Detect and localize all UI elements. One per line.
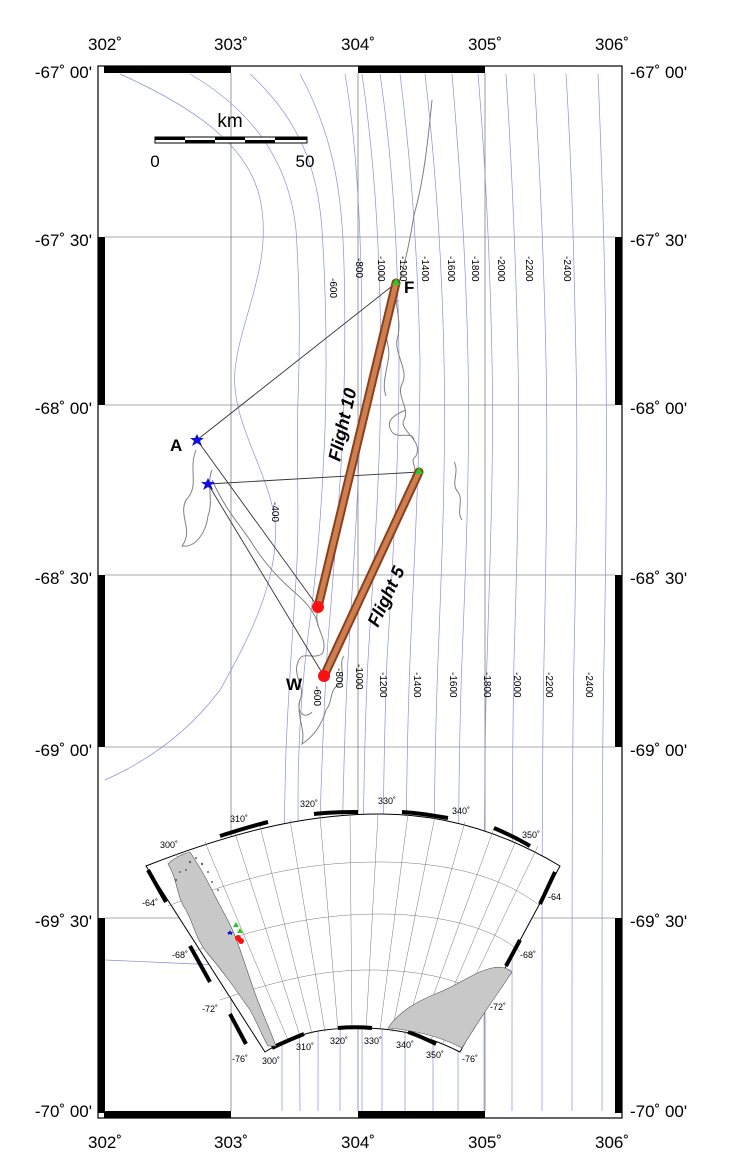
lon-label: 304˚ <box>341 1133 375 1152</box>
inset-lat-label: -72˚ <box>490 1002 506 1012</box>
lon-label: 304˚ <box>341 35 375 54</box>
contour-label: -2400 <box>561 256 572 282</box>
inset-lat-label: -76˚ <box>462 1054 478 1064</box>
scale-max: 50 <box>296 152 315 171</box>
contour-label: -2200 <box>523 256 534 282</box>
lat-label: -68˚ 00' <box>630 399 687 418</box>
contour-label: -800 <box>353 258 364 278</box>
contour-label: -1200 <box>377 672 388 698</box>
turn-marker-east <box>415 467 423 474</box>
turn-marker-f <box>392 278 400 285</box>
lon-labels-bottom: 302˚ 303˚ 304˚ 305˚ 306˚ <box>88 1133 629 1152</box>
contour-label: -600 <box>327 278 338 298</box>
point-label-w: W <box>286 675 303 694</box>
lat-label: -69˚ 00' <box>35 741 92 760</box>
inset-lat-label: -68˚ <box>520 950 536 960</box>
contour-label: -800 <box>333 668 344 688</box>
contour-label: -600 <box>311 686 322 706</box>
contour-labels-north: -600 -800 -1000 -1200 -1400 -1600 -1800 … <box>327 256 572 298</box>
point-label-a: A <box>170 436 182 455</box>
inset-lat-label: -76˚ <box>232 1054 248 1064</box>
inset-lon-label: 310˚ <box>296 1042 314 1052</box>
coastline <box>181 99 463 746</box>
inset-station-star-icon <box>227 930 233 935</box>
lat-labels-right: -67˚ 00' -67˚ 30' -68˚ 00' -68˚ 30' -69˚… <box>630 63 687 1121</box>
contour-label: -2200 <box>543 672 554 698</box>
lat-label: -67˚ 30' <box>630 231 687 250</box>
flight-tracks <box>313 278 424 681</box>
inset-lon-label: 300˚ <box>262 1056 280 1066</box>
lat-label: -67˚ 00' <box>630 63 687 82</box>
contour-label: -1600 <box>447 672 458 698</box>
flight-10-start-marker <box>312 601 324 613</box>
contour-labels-south: -600 -800 -1000 -1200 -1400 -1600 -1800 … <box>311 664 594 706</box>
contour-label: -1400 <box>419 256 430 282</box>
flight-5-start-marker <box>318 670 330 682</box>
contour-label-west: -400 <box>269 502 280 522</box>
scale-bar: km 0 50 <box>150 111 314 171</box>
lat-label: -70˚ 00' <box>35 1102 92 1121</box>
lon-label: 302˚ <box>88 35 122 54</box>
contour-label: -1800 <box>481 672 492 698</box>
inset-lat-label: -68˚ <box>172 950 188 960</box>
inset-lon-label: 350˚ <box>426 1050 444 1060</box>
station-links <box>196 282 420 677</box>
contour-label: -1000 <box>375 256 386 282</box>
lon-labels-top: 302˚ 303˚ 304˚ 305˚ 306˚ <box>88 35 629 54</box>
inset-lon-label: 320˚ <box>330 1036 348 1046</box>
inset-lon-label: 350˚ <box>522 830 540 840</box>
lon-label: 302˚ <box>88 1133 122 1152</box>
contour-label: -1000 <box>353 664 364 690</box>
frame-border-top <box>98 66 622 1118</box>
lon-label: 305˚ <box>468 35 502 54</box>
inset-map: 300˚ 310˚ 320˚ 330˚ 340˚ 350˚ 300˚ 310˚ … <box>142 796 561 1066</box>
inset-turn-marker <box>233 922 239 927</box>
lon-label: 303˚ <box>214 35 248 54</box>
contour-label: -2000 <box>511 672 522 698</box>
lon-label: 303˚ <box>214 1133 248 1152</box>
lat-labels-left: -67˚ 00' -67˚ 30' -68˚ 00' -68˚ 30' -69˚… <box>35 63 92 1121</box>
lat-label: -69˚ 30' <box>630 912 687 931</box>
inset-lat-label: -72˚ <box>202 1004 218 1014</box>
lat-label: -68˚ 30' <box>35 569 92 588</box>
contour-label: -1800 <box>469 256 480 282</box>
inset-lat-label: -64˚ <box>142 898 158 908</box>
inset-lon-label: 340˚ <box>452 806 470 816</box>
contour-label: -1600 <box>445 256 456 282</box>
lat-label: -67˚ 00' <box>35 63 92 82</box>
lat-label: -68˚ 30' <box>630 569 687 588</box>
scale-unit: km <box>217 111 242 132</box>
contour-label: -2000 <box>495 256 506 282</box>
lat-label: -69˚ 30' <box>35 912 92 931</box>
scale-min: 0 <box>150 152 159 171</box>
contour-label: -2400 <box>583 672 594 698</box>
inset-lat-label: -64 <box>548 892 561 902</box>
inset-lon-label: 330˚ <box>364 1036 382 1046</box>
lon-label: 306˚ <box>595 35 629 54</box>
lat-label: -69˚ 00' <box>630 741 687 760</box>
station-star-icon <box>201 478 215 490</box>
lon-label: 306˚ <box>595 1133 629 1152</box>
contour-label: -1200 <box>397 256 408 282</box>
station-a-star-icon <box>190 434 204 446</box>
inset-lon-label: 330˚ <box>378 796 396 806</box>
inset-lon-label: 300˚ <box>160 840 178 850</box>
contour-label: -1400 <box>411 672 422 698</box>
inset-lon-label: 340˚ <box>396 1040 414 1050</box>
lon-label: 305˚ <box>468 1133 502 1152</box>
lat-label: -70˚ 00' <box>630 1102 687 1121</box>
point-label-f: F <box>404 278 414 297</box>
lat-label: -68˚ 00' <box>35 399 92 418</box>
inset-lon-label: 320˚ <box>300 799 318 809</box>
inset-lon-label: 310˚ <box>230 814 248 824</box>
lat-label: -67˚ 30' <box>35 231 92 250</box>
